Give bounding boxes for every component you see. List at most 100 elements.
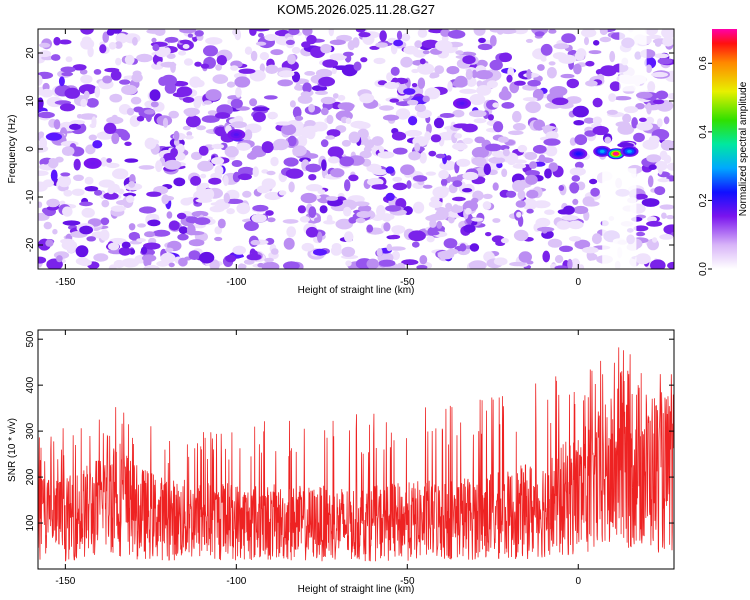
spectrogram-cell xyxy=(517,189,526,200)
spectrogram-cell xyxy=(379,105,394,111)
spectrogram-cell xyxy=(599,36,612,43)
spectrogram-cell xyxy=(471,217,484,222)
spectrogram-cell xyxy=(110,70,122,81)
spectrogram-cell xyxy=(189,76,202,88)
spectrogram-cell xyxy=(446,155,452,161)
spectrogram-cell xyxy=(50,54,61,61)
spectrogram-cell xyxy=(559,245,573,252)
spectrogram-cell xyxy=(265,64,279,75)
spectrogram-cell xyxy=(273,138,289,151)
spectrogram-cell xyxy=(537,64,545,71)
colorbar: 0.0 0.2 0.4 0.6 Normalized spectral amplitu… xyxy=(698,29,749,276)
spectrogram-cell xyxy=(107,186,115,195)
spectrogram-cell xyxy=(647,175,654,188)
spectrogram-cell xyxy=(305,226,319,238)
spectrogram-cell xyxy=(45,239,54,247)
spectrogram-cell xyxy=(400,56,413,68)
spectrogram-cell xyxy=(376,248,383,257)
spectrogram-cell xyxy=(236,142,251,151)
spectrogram-cell xyxy=(486,80,498,89)
spectrogram-cell xyxy=(435,40,453,52)
spectrogram-cell xyxy=(393,39,404,47)
spectrogram-cell xyxy=(80,98,88,108)
spectrogram-cell xyxy=(317,231,323,243)
spectrogram-cell xyxy=(143,242,161,250)
spectrogram-cell xyxy=(164,82,177,94)
spectrogram-cell xyxy=(329,39,346,46)
spectrogram-cell xyxy=(38,201,43,208)
spectrogram-cell xyxy=(447,81,453,92)
spectrogram-cell xyxy=(473,118,487,124)
y-tick-label: 300 xyxy=(25,422,36,439)
spectrogram-cell xyxy=(414,40,423,49)
spectrogram-cell xyxy=(406,180,412,189)
spectrogram-cell xyxy=(522,97,538,102)
spectrogram-cell xyxy=(319,205,328,214)
spectrogram-cell xyxy=(507,67,515,78)
spectrogram-cell xyxy=(287,54,296,65)
spectrogram-cell xyxy=(178,257,188,267)
spectrogram-cell xyxy=(542,250,550,263)
spectrogram-cell xyxy=(91,116,97,128)
spectrogram-cell xyxy=(508,130,524,136)
snr-x-label: Height of straight line (km) xyxy=(298,584,415,595)
spectrogram-cell xyxy=(140,246,148,255)
spectrogram-cell xyxy=(301,242,314,252)
spectrogram-cell xyxy=(193,97,202,109)
spectrogram-cell xyxy=(663,154,672,164)
spectrogram-cell xyxy=(285,39,295,46)
spectrogram-cell xyxy=(194,30,204,37)
spectrogram-cell xyxy=(271,248,279,255)
spectrogram-cell xyxy=(121,241,131,249)
spectrogram-cell xyxy=(515,200,526,208)
spectrogram-cell xyxy=(447,29,466,39)
spectrogram-cell xyxy=(421,39,440,49)
spectrogram-cell xyxy=(203,188,215,200)
spectrogram-cell xyxy=(156,61,164,68)
spectrogram-cell xyxy=(566,96,582,104)
spectrogram-cell xyxy=(377,151,395,159)
spectrogram-cell xyxy=(417,77,426,89)
spectrogram-cell xyxy=(355,29,366,33)
spectrogram-cell xyxy=(356,211,372,218)
spectrogram-cell xyxy=(574,239,591,250)
spectrogram-cell xyxy=(657,162,664,175)
spectrogram-cell xyxy=(94,189,103,196)
spectrogram-cell xyxy=(554,255,564,264)
spectrogram-cell xyxy=(367,177,384,187)
spectrogram-cell xyxy=(348,217,357,224)
spectrogram-cell xyxy=(211,157,225,165)
spectrogram-cell xyxy=(667,261,674,269)
spectrogram-cell xyxy=(592,97,603,108)
spectrogram-cell xyxy=(38,181,48,192)
spectrogram-cell xyxy=(326,129,341,138)
spectrogram-cell xyxy=(585,60,595,67)
spectrogram-cell xyxy=(300,91,311,98)
spectrogram-cell xyxy=(548,61,556,66)
spectrogram-cell xyxy=(149,89,161,102)
spectrogram-cell xyxy=(42,158,49,165)
spectrogram-cell xyxy=(663,116,670,125)
spectrogram-cell xyxy=(463,224,476,233)
spectrogram-cell xyxy=(475,70,493,80)
colorbar-gradient xyxy=(712,29,737,269)
spectrogram-cell xyxy=(388,246,406,251)
spectrogram-cell xyxy=(318,76,335,87)
spectrogram-cell xyxy=(654,186,666,196)
spectrogram-cell xyxy=(452,142,468,151)
spectrogram-cell xyxy=(53,119,61,130)
spectrogram-cell xyxy=(492,182,499,191)
spectrogram-gap xyxy=(619,29,647,92)
spectrogram-cell xyxy=(389,234,401,240)
hot-spot xyxy=(459,101,465,105)
spectrogram-cell xyxy=(609,50,616,63)
spectrogram-cell xyxy=(426,235,435,243)
spectrogram-cell xyxy=(541,125,556,130)
spectrogram-cell xyxy=(385,205,402,212)
spectrogram-cell xyxy=(584,36,589,46)
spectrogram-cell xyxy=(267,111,279,119)
spectrogram-cell xyxy=(45,132,63,141)
spectrogram-cell xyxy=(392,176,403,182)
spectrogram-cell xyxy=(660,139,674,151)
spectrogram-cell xyxy=(53,36,61,46)
